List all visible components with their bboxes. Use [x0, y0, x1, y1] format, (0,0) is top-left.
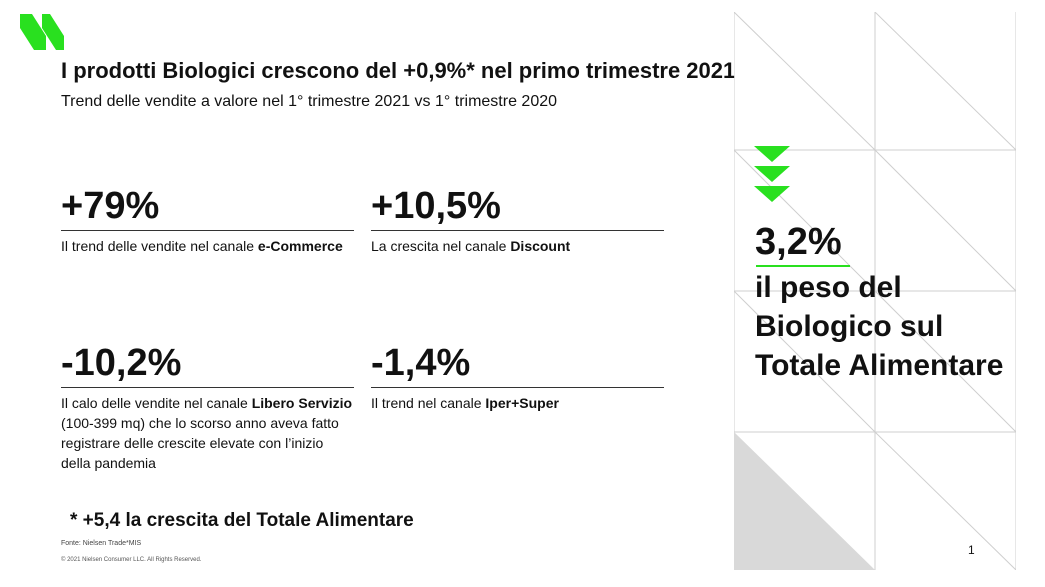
source-note: Fonte: Nielsen Trade*MIS — [61, 540, 142, 547]
copyright-note: © 2021 Nielsen Consumer LLC. All Rights … — [61, 557, 202, 563]
decorative-triangle-pattern — [734, 12, 1016, 570]
page-subtitle: Trend delle vendite a valore nel 1° trim… — [61, 93, 558, 110]
stat-value: -10,2% — [61, 343, 354, 388]
highlight-value: 3,2% — [755, 221, 842, 263]
stat-discount: +10,5% La crescita nel canale Discount — [371, 186, 664, 256]
stat-iper-super: -1,4% Il trend nel canale Iper+Super — [371, 343, 664, 413]
highlight-underline — [756, 265, 850, 267]
stat-value: +79% — [61, 186, 354, 231]
footnote: * +5,4 la crescita del Totale Alimentare — [70, 510, 414, 531]
stat-description: La crescita nel canale Discount — [371, 238, 571, 254]
nielsen-logo — [20, 14, 64, 50]
stat-libero-servizio: -10,2% Il calo delle vendite nel canale … — [61, 343, 354, 473]
stat-value: +10,5% — [371, 186, 664, 231]
stat-value: -1,4% — [371, 343, 664, 388]
highlight-text: il peso del Biologico sul Totale Aliment… — [755, 271, 1004, 382]
stat-ecommerce: +79% Il trend delle vendite nel canale e… — [61, 186, 354, 256]
page-number: 1 — [968, 543, 975, 557]
stat-description: Il calo delle vendite nel canale Libero … — [61, 395, 353, 471]
stat-description: Il trend nel canale Iper+Super — [371, 395, 559, 411]
triple-down-arrow-icon — [754, 146, 790, 202]
stat-description: Il trend delle vendite nel canale e-Comm… — [61, 238, 343, 254]
page-title: I prodotti Biologici crescono del +0,9%*… — [61, 58, 736, 83]
